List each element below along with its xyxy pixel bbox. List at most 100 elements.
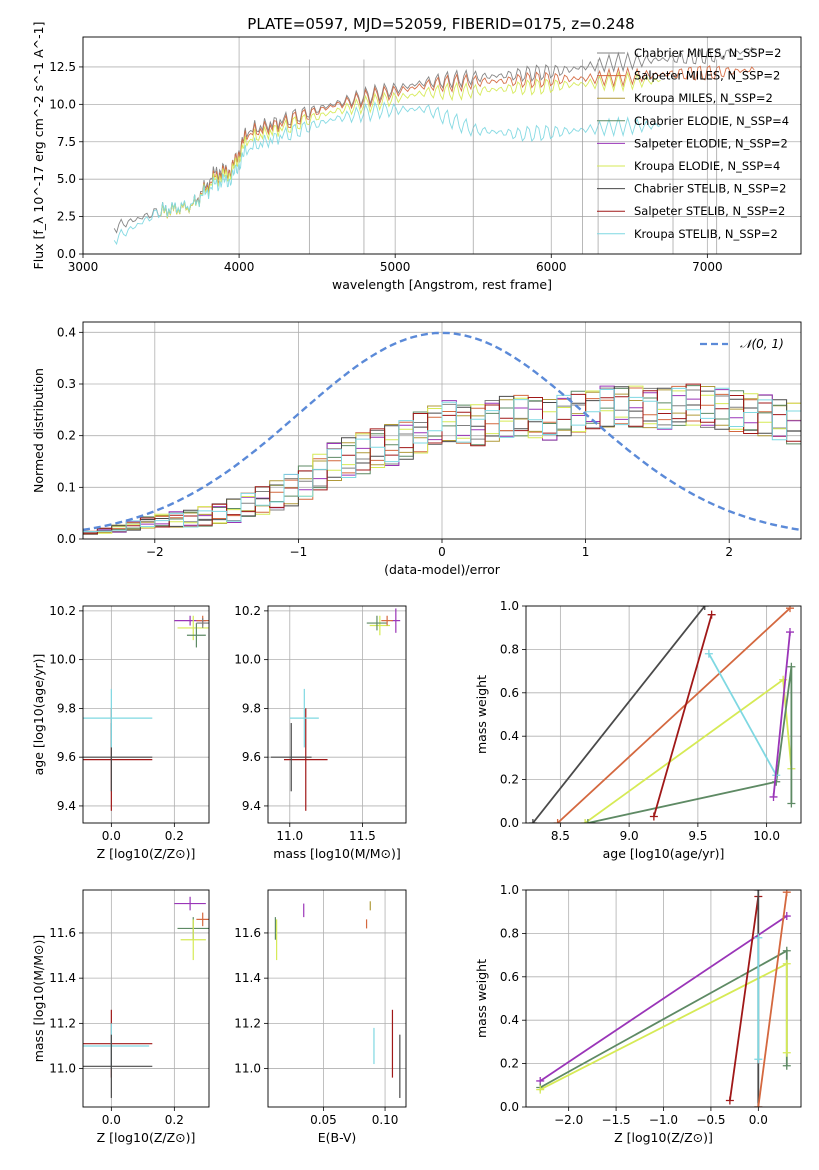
y-tick-label: 0.0 <box>500 1100 519 1114</box>
x-tick-label: 0.05 <box>310 1113 337 1127</box>
ssp-marker <box>583 819 592 823</box>
y-tick-label: 0.8 <box>500 926 519 940</box>
legend-entry: Kroupa ELODIE, N_SSP=4 <box>634 159 780 173</box>
x-axis-label: wavelength [Angstrom, rest frame] <box>332 277 552 292</box>
spectrum-panel: 3000 4000 5000 6000 7000 0.0 2.5 5.0 7.5 10.0 12.5… <box>31 22 802 292</box>
residual-histogram <box>83 387 801 532</box>
y-tick-label: 11.2 <box>49 1016 76 1030</box>
y-tick-label: 10.0 <box>49 97 76 111</box>
y-tick-label: 0.6 <box>500 686 519 700</box>
axes-frame <box>525 605 802 824</box>
x-tick-label: 4000 <box>224 260 255 274</box>
y-tick-label: 0.3 <box>57 377 76 391</box>
y-tick-label: 12.5 <box>49 60 76 74</box>
ssp-marker <box>782 959 791 968</box>
legend-entry: Kroupa STELIB, N_SSP=2 <box>634 227 778 241</box>
x-tick-label: 0.0 <box>102 1113 121 1127</box>
spectrum-line <box>113 101 661 246</box>
legend-entry: Salpeter MILES, N_SSP=2 <box>634 69 780 83</box>
axes-frame <box>82 321 802 540</box>
mass-vs-ebv-panel: 0.05 0.10 11.0 11.2 11.4 11.6 E(B-V) <box>234 889 407 1145</box>
y-tick-label: 11.4 <box>234 971 261 985</box>
ssp-marker <box>700 606 709 610</box>
y-tick-label: 10.0 <box>49 653 76 667</box>
plot-area <box>113 46 755 254</box>
ssp-marker <box>754 1055 763 1064</box>
x-tick-label: 0 <box>438 545 446 559</box>
spectrum-line <box>160 71 661 219</box>
y-axis-label: mass weight <box>474 959 489 1038</box>
x-axis-label: Z [log10(Z/Z⊙)] <box>97 846 196 861</box>
y-tick-label: 9.4 <box>242 799 261 813</box>
y-tick-label: 1.0 <box>500 883 519 897</box>
ssp-marker <box>786 606 794 613</box>
y-tick-label: 11.6 <box>234 926 261 940</box>
spectrum-line <box>160 65 755 219</box>
y-tick-label: 10.2 <box>49 604 76 618</box>
mass-weight-line <box>532 606 706 823</box>
ssp-marker <box>787 662 796 671</box>
y-tick-label: 11.0 <box>234 1062 261 1076</box>
y-tick-label: 0.0 <box>57 532 76 546</box>
y-tick-label: 0.2 <box>500 773 519 787</box>
x-tick-label: −0.5 <box>696 1113 725 1127</box>
y-tick-label: 2.5 <box>57 210 76 224</box>
axes-frame <box>267 889 407 1108</box>
legend-entry: Salpeter ELODIE, N_SSP=2 <box>634 136 788 150</box>
legend-entry: Chabrier MILES, N_SSP=2 <box>634 46 781 60</box>
legend-entry: Salpeter STELIB, N_SSP=2 <box>634 204 785 218</box>
y-tick-label: 10.0 <box>234 653 261 667</box>
x-axis-label: E(B-V) <box>318 1130 357 1145</box>
y-tick-label: 11.0 <box>49 1062 76 1076</box>
mass-weight-vs-metallicity-panel: −2.0 −1.5 −1.0 −0.5 0.0 0.0 0.2 0.4 0.6 0.8 1.0 Z [… <box>474 883 802 1145</box>
x-tick-label: 10.0 <box>753 829 780 843</box>
y-tick-label: 0.2 <box>57 429 76 443</box>
y-tick-label: 0.2 <box>500 1057 519 1071</box>
y-tick-label: 11.2 <box>234 1016 261 1030</box>
x-tick-label: 9.0 <box>620 829 639 843</box>
x-axis-label: Z [log10(Z/Z⊙)] <box>97 1130 196 1145</box>
y-axis-label: mass [log10(M/M⊙)] <box>31 935 46 1063</box>
mass-weight-line <box>653 614 713 817</box>
ssp-marker <box>782 1061 791 1070</box>
x-tick-label: 9.5 <box>688 829 707 843</box>
mass-weight-vs-age-panel: 8.5 9.0 9.5 10.0 0.0 0.2 0.4 0.6 0.8 1.0 age [log1… <box>474 599 802 861</box>
mass-vs-metallicity-panel: 0.0 0.2 11.0 11.2 11.4 11.6 Z [log10(Z/Z⊙)] mas… <box>31 889 210 1145</box>
y-tick-label: 0.1 <box>57 480 76 494</box>
ssp-marker <box>769 792 778 801</box>
residual-distribution-panel: −2 −1 0 1 2 0.0 0.1 0.2 0.3 0.4 (data-model)/error… <box>31 321 802 577</box>
plot-area <box>83 896 209 1098</box>
x-tick-label: 0.0 <box>102 829 121 843</box>
mass-weight-line <box>729 896 760 1101</box>
x-tick-label: 5000 <box>380 260 411 274</box>
ssp-marker <box>782 946 791 955</box>
y-tick-label: 9.6 <box>57 750 76 764</box>
x-axis-label: Z [log10(Z/Z⊙)] <box>614 1130 713 1145</box>
x-tick-label: −1.5 <box>602 1113 631 1127</box>
plot-area <box>274 901 401 1098</box>
y-axis-label: age [log10(age/yr)] <box>31 654 46 776</box>
mass-weight-line <box>587 666 793 823</box>
x-tick-label: −2.0 <box>554 1113 583 1127</box>
y-tick-label: 0.6 <box>500 970 519 984</box>
x-tick-label: 11.5 <box>349 829 376 843</box>
x-axis-label: age [log10(age/yr)] <box>603 846 725 861</box>
axes-frame <box>82 889 210 1108</box>
x-tick-label: 0.0 <box>749 1113 768 1127</box>
plot-area <box>536 890 791 1107</box>
plot-area <box>528 606 796 823</box>
x-tick-label: 1 <box>582 545 590 559</box>
y-tick-label: 7.5 <box>57 135 76 149</box>
x-axis-label: (data-model)/error <box>384 562 501 577</box>
x-tick-label: 2 <box>725 545 733 559</box>
ssp-marker <box>581 819 590 823</box>
x-tick-label: 7000 <box>692 260 723 274</box>
axes-frame <box>82 605 210 824</box>
y-axis-label: Normed distribution <box>31 368 46 493</box>
y-axis-label: mass weight <box>474 675 489 754</box>
ssp-marker <box>782 890 791 897</box>
y-tick-label: 1.0 <box>500 599 519 613</box>
x-tick-label: 8.5 <box>551 829 570 843</box>
mass-weight-line <box>708 653 778 776</box>
